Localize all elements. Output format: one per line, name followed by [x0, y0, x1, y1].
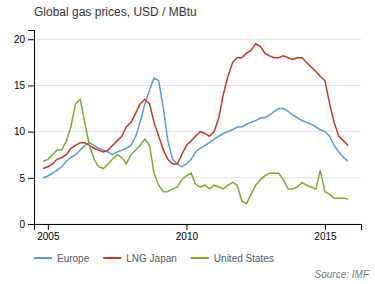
chart: 2005 2010 2015 0 5 10 15 20 Global gas prices, U…	[0, 0, 375, 284]
series-line	[43, 78, 348, 178]
legend-item: Europe	[34, 253, 90, 264]
y-tick-label: 15	[14, 80, 26, 91]
x-tick-label: 2005	[37, 231, 60, 242]
legend-label: United States	[214, 253, 274, 264]
plot	[43, 44, 348, 204]
legend-swatch	[34, 257, 52, 259]
x-tick: 2005	[37, 224, 60, 242]
x-tick: 2015	[314, 224, 337, 242]
grid-line	[34, 131, 361, 132]
grid-line	[34, 85, 361, 86]
title: Global gas prices, USD / MBtu	[34, 5, 197, 19]
x-tick: 2010	[176, 224, 199, 242]
y-tick: 20	[14, 34, 34, 45]
x-tick-mark	[325, 224, 326, 230]
background	[0, 0, 375, 284]
y-axis-line	[28, 31, 35, 225]
annotation: Source: IMF	[315, 269, 370, 280]
grid-line	[34, 39, 361, 40]
y-tick: 10	[14, 126, 34, 137]
grid	[34, 39, 361, 224]
y-tick-mark	[28, 178, 34, 179]
y-tick-label: 0	[19, 219, 25, 230]
grid-line	[34, 177, 361, 178]
x-tick-mark	[48, 224, 49, 230]
y-tick-label: 5	[19, 173, 25, 184]
series-line	[43, 44, 348, 169]
y-tick-mark	[28, 132, 34, 133]
y-tick: 5	[19, 173, 34, 184]
series-line	[43, 99, 348, 203]
legend-swatch	[191, 257, 209, 259]
legend-item: United States	[191, 253, 274, 264]
legend-label: LNG Japan	[126, 253, 177, 264]
x-tick-mark	[186, 224, 187, 230]
y-tick-label: 20	[14, 34, 26, 45]
legend-swatch	[103, 257, 121, 259]
y-tick: 0	[19, 219, 34, 230]
y-axis: 0 5 10 15 20	[14, 31, 35, 230]
y-tick: 15	[14, 80, 34, 91]
legend: Europe LNG Japan United States	[34, 253, 274, 264]
x-tick-label: 2010	[176, 231, 199, 242]
y-tick-mark	[28, 224, 34, 225]
x-tick-label: 2015	[314, 231, 337, 242]
y-tick-mark	[28, 85, 34, 86]
x-axis: 2005 2010 2015	[35, 224, 362, 242]
legend-item: LNG Japan	[103, 253, 177, 264]
legend-label: Europe	[57, 253, 90, 264]
y-tick-mark	[28, 39, 34, 40]
x-axis-line	[35, 225, 362, 231]
y-tick-label: 10	[14, 126, 26, 137]
